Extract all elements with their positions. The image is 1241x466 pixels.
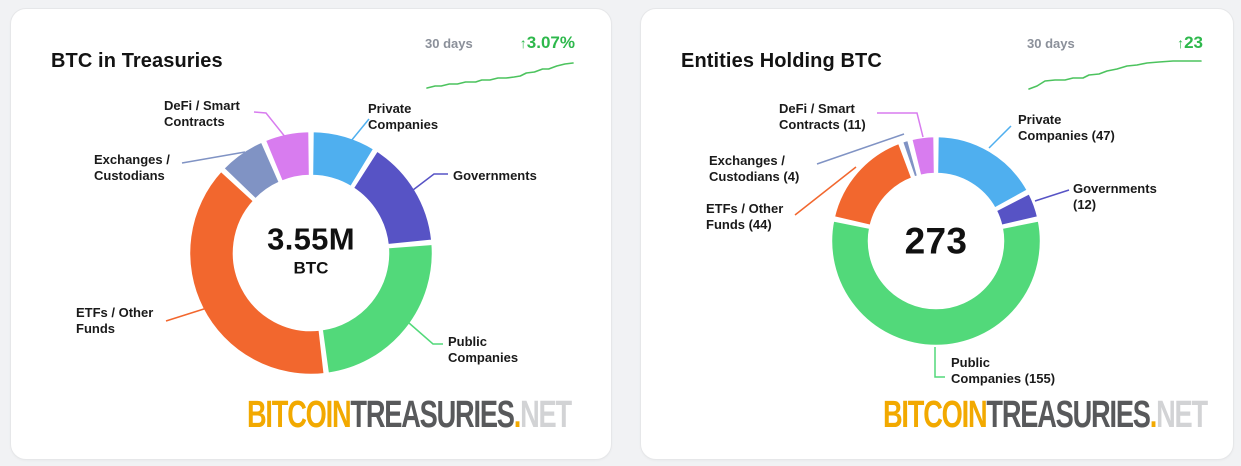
callout-exchanges: Exchanges / Custodians <box>94 152 170 183</box>
donut-center-label: 3.55M BTC <box>267 223 355 276</box>
leader-public <box>934 347 945 378</box>
total-btc-unit: BTC <box>293 257 329 277</box>
total-btc-value: 3.55M <box>267 221 355 257</box>
donut-segment-exchanges-custodians[interactable] <box>221 140 282 201</box>
callout-public: Public Companies (155) <box>951 355 1056 386</box>
callout-defi: DeFi / Smart Contracts <box>164 98 240 129</box>
trend-sparkline <box>426 62 574 89</box>
donut-segment-defi-smart-contracts[interactable] <box>909 134 937 178</box>
callout-etfs: ETFs / Other Funds <box>76 305 154 336</box>
leader-defi <box>877 112 924 138</box>
donut-chart <box>165 111 448 377</box>
trend-change-value: ↑3.07% <box>519 33 575 52</box>
leader-lines <box>794 112 1070 378</box>
entities-holding-btc-card: Entities Holding BTC 30 days ↑23 273 DeF… <box>640 8 1234 460</box>
card-title: BTC in Treasuries <box>51 49 223 72</box>
leader-exchanges <box>181 151 246 164</box>
trend-sparkline <box>1028 60 1202 90</box>
up-arrow-icon: ↑ <box>519 35 527 51</box>
callout-governments: Governments (12) <box>1073 181 1157 212</box>
donut-segment-public-companies[interactable] <box>829 219 1043 348</box>
leader-public <box>408 322 443 345</box>
leader-defi <box>253 111 287 139</box>
callout-private: Private Companies (47) <box>1018 112 1115 143</box>
donut-chart <box>794 112 1070 378</box>
leader-private <box>350 118 370 142</box>
leader-lines <box>165 111 448 345</box>
donut-segment-governments[interactable] <box>994 191 1040 228</box>
donut-segment-defi-smart-contracts[interactable] <box>263 129 312 184</box>
up-arrow-icon: ↑ <box>1177 35 1185 51</box>
total-entities-value: 273 <box>904 220 968 262</box>
donut-segments <box>829 134 1043 348</box>
callout-governments: Governments <box>453 168 537 183</box>
trend-period-label: 30 days <box>425 36 473 51</box>
donut-segment-etfs-other-funds[interactable] <box>832 141 914 228</box>
callout-private: Private Companies <box>368 101 439 132</box>
trend-period-label: 30 days <box>1027 36 1075 51</box>
btc-in-treasuries-card: BTC in Treasuries 30 days ↑3.07% 3.55M B… <box>10 8 612 460</box>
donut-segment-etfs-other-funds[interactable] <box>187 169 327 377</box>
donut-segment-governments[interactable] <box>351 149 434 247</box>
donut-segment-exchanges-custodians[interactable] <box>900 138 920 179</box>
donut-segment-private-companies[interactable] <box>935 134 1030 210</box>
leader-etfs <box>794 166 857 216</box>
trend-widget: 30 days ↑23 <box>1027 33 1203 91</box>
donut-segments <box>187 129 435 377</box>
card-title: Entities Holding BTC <box>681 49 882 72</box>
bitcointreasuries-logo: BITCOINTREASURIES.NET <box>883 393 1208 436</box>
callout-public: Public Companies <box>448 334 519 365</box>
donut-segment-private-companies[interactable] <box>310 129 376 189</box>
leader-governments <box>1034 189 1070 202</box>
donut-center-label: 273 <box>904 220 968 262</box>
trend-widget: 30 days ↑3.07% <box>425 33 575 91</box>
leader-exchanges <box>816 133 905 165</box>
callout-defi: DeFi / Smart Contracts (11) <box>779 101 866 132</box>
callout-exchanges: Exchanges / Custodians (4) <box>709 153 800 184</box>
callout-etfs: ETFs / Other Funds (44) <box>706 201 784 232</box>
donut-segment-public-companies[interactable] <box>320 242 435 376</box>
trend-change-value: ↑23 <box>1177 33 1203 52</box>
leader-etfs <box>165 307 208 322</box>
bitcointreasuries-logo: BITCOINTREASURIES.NET <box>247 393 572 436</box>
leader-private <box>988 125 1012 149</box>
leader-governments <box>412 173 448 191</box>
